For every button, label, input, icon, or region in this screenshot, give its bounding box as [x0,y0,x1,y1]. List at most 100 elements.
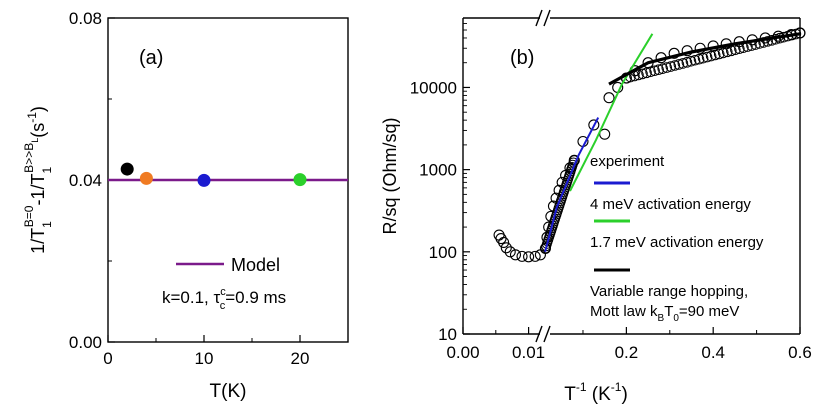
experiment-plateau-point-16 [685,56,697,67]
data-point-a-2 [197,173,211,187]
experiment-point-12 [543,221,555,233]
x-label-b-part-4: ) [621,384,627,405]
experiment-point-4 [504,246,516,258]
experiment-plateau-point-25 [721,46,733,58]
fit-line-2 [608,32,801,86]
experiment-plateau-point-8 [653,64,664,75]
legend-params-sub: c [220,300,226,312]
x-tick-label-b-4: 0.6 [788,343,812,362]
y-label-a-part-2: B=0 [22,205,36,227]
axis-break-top-1 [535,9,543,27]
panel-a: 0 10 20 0.00 0.04 0.08 (a) Model k=0.1, τc c=0.9 … [22,9,349,402]
legend-fit-label-2: Variable range hopping, [590,283,748,300]
experiment-point-8 [529,250,541,262]
axis-break-bottom-1 [535,325,543,343]
experiment-plateau-point-9 [657,63,669,74]
data-point-a-0 [120,162,134,176]
experiment-plateau-point-15 [681,57,693,68]
experiment-plateau-point-18 [693,53,705,65]
experiment-point-24 [603,92,615,104]
experiment-plateau-point-11 [665,61,677,72]
experiment-point-7 [523,251,535,263]
experiment-plateau-point-34 [758,37,769,48]
x-tick-label-a-1: 10 [195,349,214,368]
experiment-plateau-point-3 [633,69,644,81]
y-tick-label-b-2: 1000 [419,161,457,180]
experiment-plateau-point-14 [677,58,689,69]
legend-fit-label-0: 4 meV activation energy [590,196,751,213]
x-tick-label-b-3: 0.4 [701,343,725,362]
experiment-plateau-point-20 [701,51,713,63]
fit-line-1 [569,33,654,192]
experiment-plateau-point-13 [673,59,685,70]
experiment-plateau-point-17 [689,54,701,66]
y-axis-label-b: R/sq (Ohm/sq) [380,117,400,234]
legend-experiment-label: experiment [590,153,665,170]
y-label-a-part-8: -1 [25,112,39,123]
legend-vrh-part-4: =90 meV [679,303,739,320]
experiment-plateau-point-22 [709,49,721,61]
y-tick-label-a-0: 0.00 [69,333,102,352]
y-tick-label-a-1: 0.04 [69,171,102,190]
experiment-point-30 [668,47,680,59]
legend-params-text: k=0.1, τ [162,288,221,307]
experiment-point-22 [588,119,600,131]
x-axis-label-b: T-1 (K-1) [564,380,628,405]
legend-vrh-part-0: Mott law k [590,303,658,320]
legend-vrh-line2: Mott law kBT0=90 meV [590,303,739,324]
legend-params: k=0.1, τc c=0.9 ms [162,286,286,312]
x-tick-label-a-0: 0 [103,349,112,368]
experiment-point-3 [500,242,512,254]
panel-label-a: (a) [139,47,163,69]
x-tick-label-b-0: 0.00 [446,343,479,362]
x-label-b-part-2: (K [587,384,612,405]
panel-label-b: (b) [510,47,534,69]
axis-break-bottom-2 [543,325,551,343]
experiment-plateau-point-12 [669,60,681,71]
x-label-b-part-3: -1 [611,380,622,394]
y-label-a-part-7: (s [28,123,48,138]
y-tick-label-b-1: 100 [429,243,457,262]
y-label-a-part-3: -1/T [28,174,48,206]
legend-vrh-part-3: 0 [673,313,679,324]
y-label-a-part-0: 1/T [28,228,48,254]
legend-fit-label-1: 1.7 meV activation energy [590,234,764,251]
experiment-plateau-point-7 [649,65,660,77]
experiment-plateau-point-23 [713,48,725,60]
experiment-point-2 [498,236,510,249]
axis-break-top-2 [543,9,551,27]
x-tick-label-b-2: 0.2 [615,343,639,362]
experiment-plateau-point-24 [717,47,729,59]
x-label-b-part-0: T [564,384,576,405]
y-axis-label-a: 1/T1B=0-1/T1B>>BL(s-1) [22,106,54,254]
panel-b: 0.00 0.01 0.2 0.4 0.6 10 100 1000 10000 (b) experi… [380,9,812,405]
experiment-plateau-point-10 [661,62,673,73]
experiment-plateau-point-19 [697,52,709,64]
legend-model-label: Model [231,255,280,275]
data-point-a-1 [139,171,153,185]
y-tick-label-b-3: 10000 [410,78,457,97]
experiment-point-5 [509,249,522,261]
y-tick-label-b-0: 10 [438,325,457,344]
experiment-point-6 [516,250,528,262]
x-label-b-part-1: -1 [576,380,587,394]
fit-line-0 [544,117,600,253]
experiment-plateau-point-4 [637,68,648,80]
legend-vrh-part-2: T [664,303,673,320]
y-label-a-part-5: B>>B [22,143,36,173]
experiment-plateau-point-5 [641,67,652,79]
legend-params-sup: c [220,286,226,298]
x-tick-label-b-1: 0.01 [512,343,545,362]
y-label-a-part-9: ) [28,106,48,112]
y-label-a-part-4: 1 [40,167,54,174]
y-tick-label-a-2: 0.08 [69,9,102,28]
experiment-plateau-point-6 [645,66,656,78]
x-tick-label-a-2: 20 [291,349,310,368]
legend-vrh-part-1: B [658,313,665,324]
legend-params-value: =0.9 ms [225,288,286,307]
data-point-a-3 [293,173,307,187]
experiment-plateau-point-35 [762,36,773,47]
y-label-a-part-1: 1 [40,221,54,228]
experiment-plateau-point-21 [705,50,717,62]
